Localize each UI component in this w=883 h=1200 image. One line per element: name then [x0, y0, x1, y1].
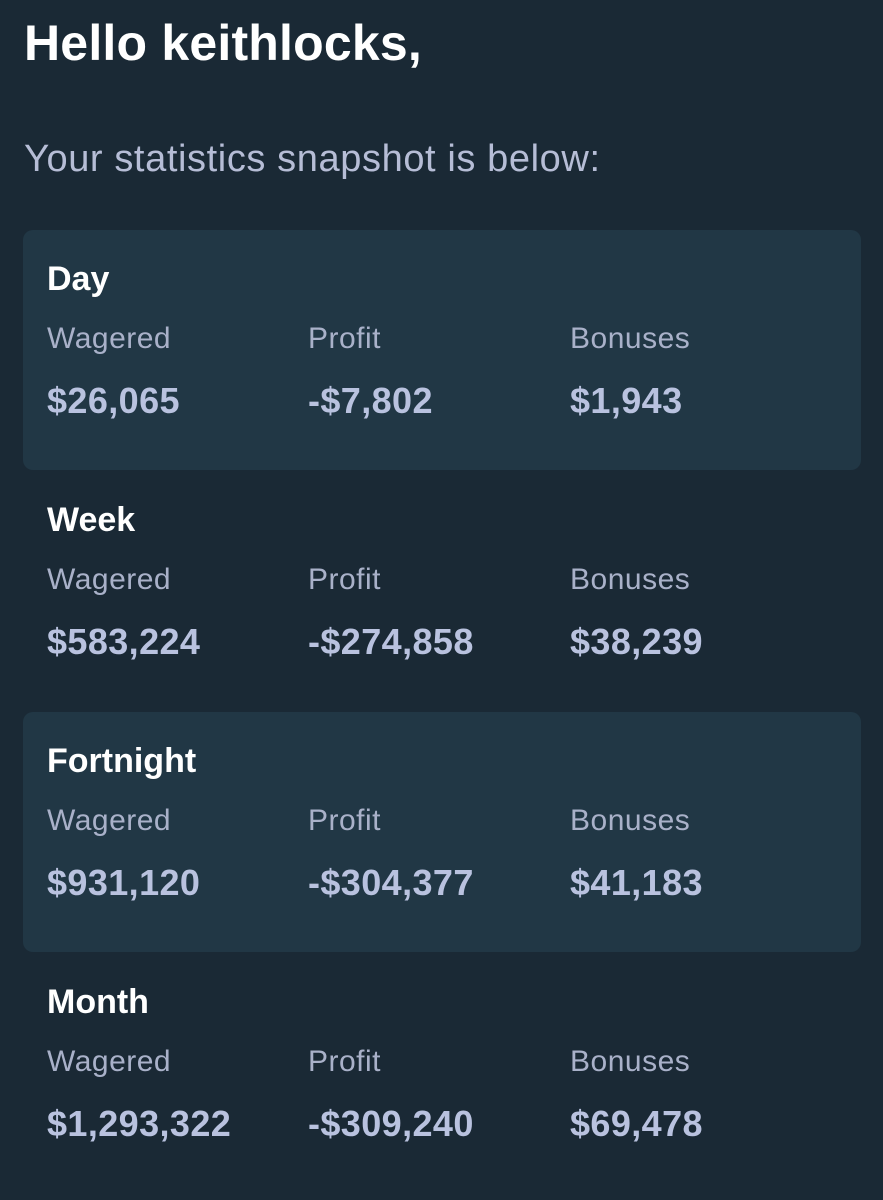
wagered-value: $931,120	[47, 862, 201, 903]
profit-value: -$274,858	[308, 621, 474, 662]
period-title: Day	[47, 260, 110, 298]
stats-card-day: Day Wagered Profit Bonuses $26,065 -$7,8…	[23, 230, 861, 470]
stats-card-fortnight: Fortnight Wagered Profit Bonuses $931,12…	[23, 712, 861, 952]
profit-label: Profit	[308, 804, 382, 837]
wagered-label: Wagered	[47, 322, 172, 355]
bonuses-label: Bonuses	[570, 1045, 691, 1078]
profit-label: Profit	[308, 563, 382, 596]
profit-label: Profit	[308, 322, 382, 355]
period-title: Month	[47, 983, 149, 1021]
bonuses-value: $38,239	[570, 621, 703, 662]
snapshot-subtitle: Your statistics snapshot is below:	[24, 138, 601, 180]
bonuses-value: $41,183	[570, 862, 703, 903]
greeting-heading: Hello keithlocks,	[24, 15, 422, 71]
wagered-label: Wagered	[47, 804, 172, 837]
wagered-value: $583,224	[47, 621, 201, 662]
bonuses-value: $1,943	[570, 380, 683, 421]
profit-value: -$7,802	[308, 380, 433, 421]
bonuses-label: Bonuses	[570, 563, 691, 596]
profit-label: Profit	[308, 1045, 382, 1078]
bonuses-value: $69,478	[570, 1103, 703, 1144]
profit-value: -$304,377	[308, 862, 474, 903]
wagered-value: $1,293,322	[47, 1103, 232, 1144]
wagered-label: Wagered	[47, 1045, 172, 1078]
wagered-value: $26,065	[47, 380, 180, 421]
profit-value: -$309,240	[308, 1103, 474, 1144]
period-title: Fortnight	[47, 742, 197, 780]
bonuses-label: Bonuses	[570, 322, 691, 355]
wagered-label: Wagered	[47, 563, 172, 596]
stats-card-week: Week Wagered Profit Bonuses $583,224 -$2…	[23, 471, 861, 711]
stats-card-month: Month Wagered Profit Bonuses $1,293,322 …	[23, 953, 861, 1193]
period-title: Week	[47, 501, 136, 539]
bonuses-label: Bonuses	[570, 804, 691, 837]
